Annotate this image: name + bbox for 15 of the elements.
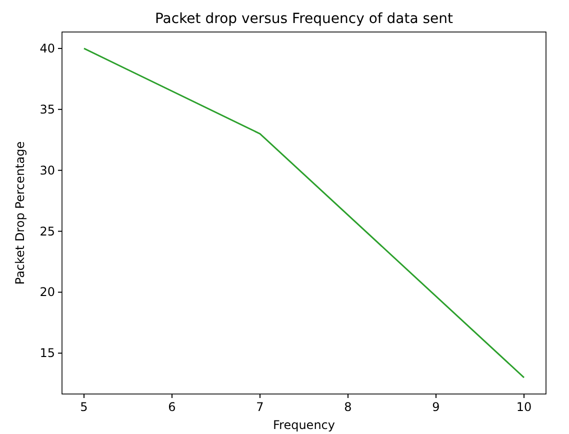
y-tick-label: 15	[40, 346, 55, 360]
x-tick-label: 7	[256, 400, 264, 414]
chart-title: Packet drop versus Frequency of data sent	[154, 11, 454, 27]
y-axis-title: Packet Drop Percentage	[13, 141, 27, 285]
x-tick-label: 9	[432, 400, 440, 414]
y-tick-label: 35	[40, 102, 55, 116]
x-axis-title: Frequency	[273, 418, 335, 432]
y-tick-label: 40	[40, 41, 55, 56]
x-tick-label: 10	[516, 400, 532, 414]
x-tick-label: 6	[168, 400, 176, 414]
y-tick-label: 20	[40, 285, 55, 300]
y-tick-label: 25	[40, 224, 55, 238]
y-tick-label: 30	[40, 163, 55, 178]
x-tick-label: 8	[344, 400, 352, 414]
x-tick-label: 5	[80, 400, 88, 414]
